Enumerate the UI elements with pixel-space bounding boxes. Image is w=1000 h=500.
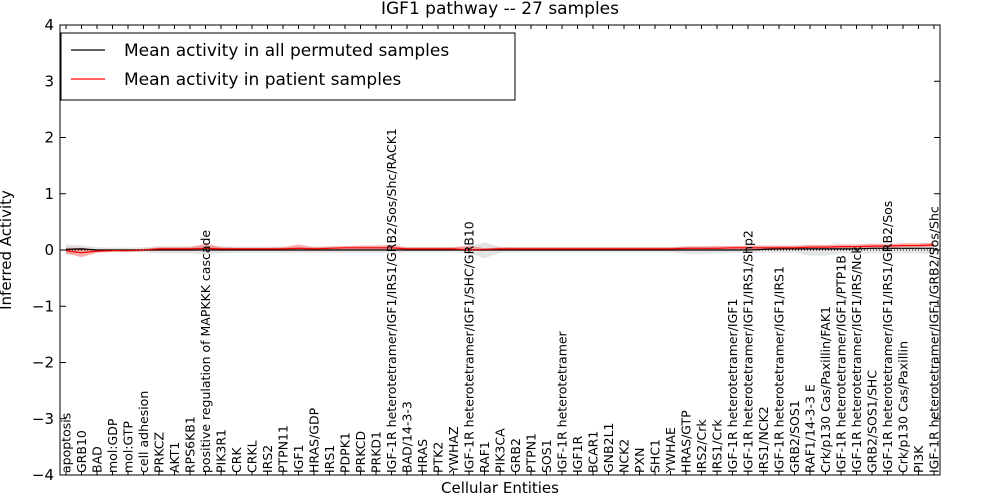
x-tick-label: PXN	[632, 448, 647, 473]
x-axis-ticks: apoptosis GRB10 BAD mol:GDP mol:GTP cell adhe…	[59, 25, 942, 475]
y-tick-label: 0	[44, 241, 54, 259]
x-tick-label: IGF-1R heterotetramer/IGF1/IRS/Nck	[849, 246, 864, 473]
x-tick-label: IGF-1R heterotetramer/IGF1/IRS1/GRB2/Sos	[880, 201, 895, 473]
y-tick-label: 1	[44, 185, 54, 203]
x-tick-label: PTPN1	[524, 433, 539, 473]
x-tick-label: CRK	[229, 447, 244, 473]
x-tick-label: IRS1	[322, 445, 337, 473]
legend: Mean activity in all permuted samples Me…	[60, 32, 516, 101]
y-tick-label: −4	[32, 466, 54, 484]
x-tick-label: IRS2/Crk	[694, 419, 709, 473]
x-tick-label: RAF1/14-3-3 E	[803, 384, 818, 473]
y-tick-label: 2	[44, 129, 54, 147]
y-axis-ticks: −4 −3 −2 −1 0 1 2 3 4	[32, 16, 940, 484]
legend-label-patient: Mean activity in patient samples	[124, 70, 401, 90]
x-tick-label: Crk/p130 Cas/Paxillin/FAK1	[818, 306, 833, 473]
y-axis-label: Inferred Activity	[0, 190, 15, 310]
x-tick-label: PDPK1	[338, 432, 353, 473]
x-tick-label: IGF1	[291, 444, 306, 473]
x-tick-label: apoptosis	[59, 413, 74, 473]
x-tick-label: IRS1/Crk	[710, 419, 725, 473]
x-tick-label: PIK3CA	[493, 428, 508, 473]
y-tick-label: −1	[32, 297, 54, 315]
x-tick-label: GRB2	[508, 438, 523, 473]
x-tick-label: PRKCD	[353, 431, 368, 473]
y-tick-label: −2	[32, 354, 54, 372]
x-tick-label: IRS1/NCK2	[756, 406, 771, 473]
series-line-patient	[65, 244, 935, 254]
x-tick-label: BCAR1	[586, 431, 601, 473]
x-tick-label: IGF-1R heterotetramer/IGF1/IRS1/GRB2/Sos…	[384, 128, 399, 473]
x-tick-label: YWHAE	[663, 427, 678, 474]
plot-area-frame	[59, 24, 941, 476]
x-tick-label: SHC1	[648, 439, 663, 473]
x-tick-label: HRAS/GDP	[307, 407, 322, 473]
x-tick-label: Crk/p130 Cas/Paxillin	[896, 341, 911, 473]
x-tick-label: IGF-1R heterotetramer/IGF1/SHC/GRB10	[462, 221, 477, 473]
legend-label-permuted: Mean activity in all permuted samples	[124, 41, 449, 61]
x-axis-label: Cellular Entities	[441, 479, 559, 497]
x-tick-label: YWHAZ	[446, 426, 461, 474]
x-tick-label: IGF-1R heterotetramer/IGF1/IRS1/Shp2	[741, 230, 756, 473]
x-tick-label: NCK2	[617, 439, 632, 473]
x-tick-label: GRB10	[74, 430, 89, 473]
x-tick-label: BAD	[90, 446, 105, 473]
x-tick-label: IGF1R	[570, 435, 585, 473]
x-tick-label: PTPN11	[276, 425, 291, 473]
x-tick-label: IGF-1R heterotetramer/IGF1	[725, 299, 740, 473]
x-tick-label: PRKD1	[369, 431, 384, 473]
chart-title: IGF1 pathway -- 27 samples	[381, 0, 619, 19]
x-tick-label: HRAS/GTP	[679, 410, 694, 473]
y-tick-label: 3	[44, 72, 54, 90]
x-tick-label: PTK2	[431, 442, 446, 473]
x-tick-label: GRB2/SOS1	[787, 400, 802, 473]
x-tick-label: PI3K	[911, 445, 926, 473]
x-tick-label: BAD/14-3-3	[400, 401, 415, 473]
x-tick-label: CRKL	[245, 440, 260, 473]
x-tick-label: PIK3R1	[214, 429, 229, 473]
x-tick-label: mol:GTP	[121, 421, 136, 473]
x-tick-label: cell adhesion	[136, 391, 151, 473]
x-tick-label: IGF-1R heterotetramer/IGF1/IRS1	[772, 266, 787, 473]
x-tick-label: IRS2	[260, 445, 275, 473]
x-tick-label: RPS6KB1	[183, 416, 198, 473]
x-tick-label: SOS1	[539, 439, 554, 473]
x-tick-label: IGF-1R heterotetramer/IGF1/PTP1B	[834, 255, 849, 473]
x-tick-label: mol:GDP	[105, 418, 120, 473]
x-tick-label: RAF1	[477, 441, 492, 473]
x-tick-label: HRAS	[415, 439, 430, 473]
y-tick-label: −3	[32, 410, 54, 428]
x-tick-label: AKT1	[167, 442, 182, 473]
x-tick-label: positive regulation of MAPKKK cascade	[198, 230, 213, 473]
legend-box	[60, 32, 516, 101]
x-tick-label: GRB2/SOS1/SHC	[865, 370, 880, 473]
x-tick-label: IGF-1R heterotetramer/IGF1/GRB2/Sos/Shc	[927, 206, 942, 473]
x-tick-label: IGF-1R heterotetramer	[555, 330, 570, 473]
x-tick-label: GNB2L1	[601, 423, 616, 473]
y-tick-label: 4	[44, 16, 54, 34]
x-tick-label: PRKCZ	[152, 432, 167, 473]
